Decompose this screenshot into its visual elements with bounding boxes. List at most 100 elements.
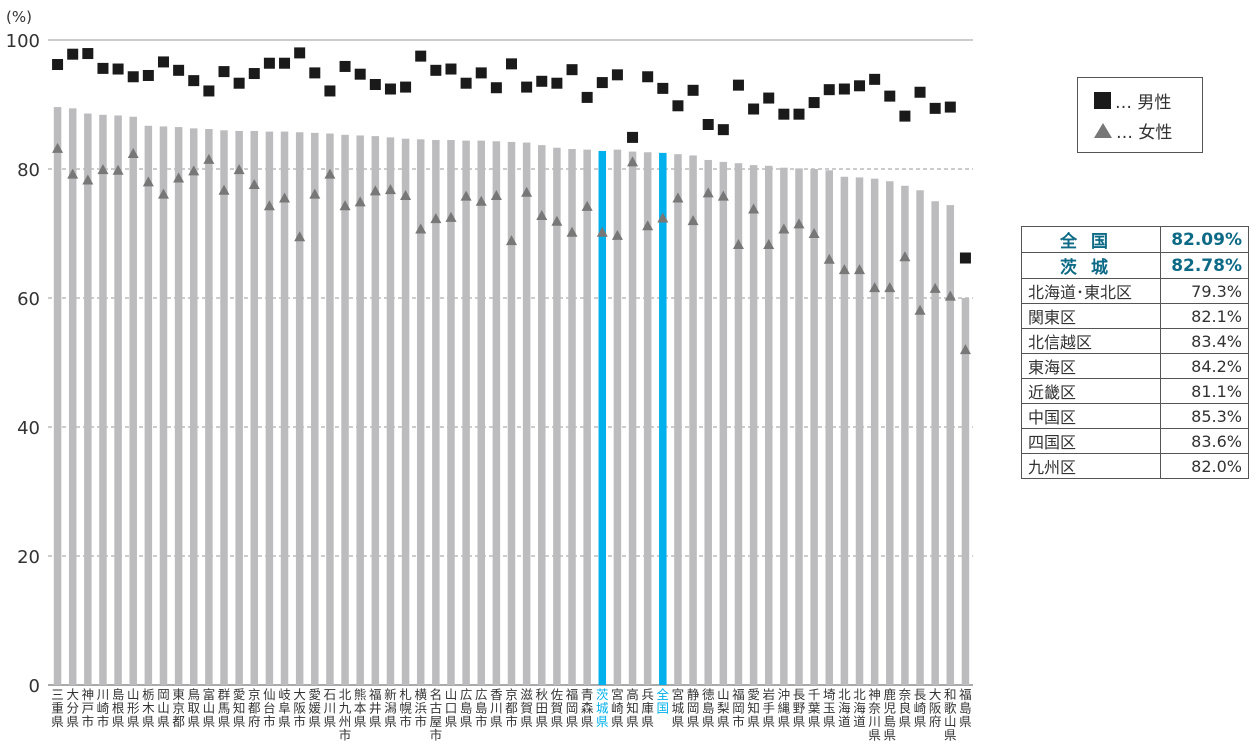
male-marker: [400, 81, 412, 93]
x-tick-label: 鹿児島県: [884, 687, 897, 743]
summary-region: 近畿区: [1021, 378, 1161, 404]
female-marker: [218, 184, 230, 195]
y-tick-label: 40: [17, 418, 40, 439]
female-marker: [869, 282, 881, 293]
bar: [144, 125, 153, 685]
x-tick-label: 大阪市: [293, 687, 306, 729]
x-tick-label: 名古屋市: [430, 687, 443, 743]
female-marker: [294, 231, 306, 242]
x-tick-label: 神戸市: [82, 687, 95, 729]
summary-row: 茨城 82.78%: [1021, 252, 1249, 279]
x-tick-label: 愛知県: [233, 687, 246, 729]
x-tick-label: 三重県: [51, 687, 64, 729]
bar-chart: (%) 0 20 40 60 80 100 三重県大分県神戸市川崎市島根県山形県栃木県岡山県東…: [6, 8, 973, 743]
summary-value: 82.1%: [1160, 303, 1249, 329]
bar: [386, 137, 395, 685]
bar: [205, 129, 213, 685]
male-marker: [627, 131, 639, 143]
x-tick-label: 石川県: [324, 687, 337, 729]
summary-row: 九州区 82.0%: [1021, 453, 1249, 479]
female-marker: [914, 304, 926, 315]
male-marker: [490, 82, 502, 94]
summary-value: 79.3%: [1160, 278, 1249, 304]
x-tick-label: 鳥取県: [187, 687, 200, 729]
summary-row: 全国 82.09%: [1021, 226, 1249, 253]
male-marker: [233, 77, 245, 89]
male-marker: [475, 67, 487, 79]
y-tick-label: 20: [17, 547, 40, 568]
x-tick-label: 茨城県: [596, 687, 609, 729]
x-tick-label: 佐賀県: [551, 687, 564, 729]
male-marker: [672, 100, 684, 112]
female-marker: [369, 185, 381, 196]
male-marker: [309, 67, 321, 79]
x-tick-label: 富山県: [203, 687, 216, 729]
x-tick-label: 山梨県: [717, 687, 730, 729]
female-marker: [672, 192, 684, 203]
x-tick-label: 青森県: [581, 687, 594, 729]
bar: [870, 178, 879, 686]
female-marker: [490, 189, 502, 200]
male-marker: [551, 77, 563, 89]
bar: [946, 205, 955, 685]
legend-male: … 男性: [1094, 87, 1171, 113]
bar: [159, 126, 168, 686]
summary-value: 82.78%: [1160, 252, 1249, 279]
bar: [280, 131, 289, 686]
y-tick-label: 80: [17, 160, 40, 181]
male-marker: [67, 48, 79, 60]
x-tick-label: 沖縄県: [778, 687, 791, 729]
x-tick-label: 群馬県: [218, 687, 231, 729]
male-marker: [324, 85, 336, 97]
bar: [825, 170, 834, 686]
x-tick-label: 長野県: [793, 687, 806, 729]
bar: [659, 152, 667, 685]
male-marker: [793, 108, 805, 120]
x-tick-label: 京都府: [248, 687, 261, 729]
x-tick-label: 愛知県: [747, 687, 760, 729]
female-marker: [173, 172, 185, 183]
bar: [189, 128, 198, 686]
male-marker: [173, 64, 185, 76]
bar: [295, 132, 304, 686]
summary-region: 茨城: [1021, 252, 1161, 279]
male-marker: [279, 57, 291, 69]
y-tick-label: 60: [17, 289, 40, 310]
x-tick-label: 北九州市: [339, 687, 352, 743]
female-marker: [400, 189, 412, 200]
male-marker: [506, 58, 517, 70]
x-tick-label: 熊本県: [354, 687, 367, 729]
male-marker: [127, 71, 139, 83]
female-marker: [642, 220, 654, 231]
bar: [674, 154, 682, 686]
x-tick-label: 和歌山県: [944, 687, 957, 743]
bar: [53, 107, 62, 685]
x-tick-label: 福岡市: [732, 687, 745, 729]
bar: [99, 114, 107, 685]
x-tick-label: 東京都: [172, 687, 185, 729]
male-marker: [384, 83, 396, 95]
male-marker: [97, 62, 109, 74]
bar: [553, 147, 561, 686]
female-marker: [929, 282, 941, 293]
male-marker: [248, 68, 260, 80]
summary-value: 81.1%: [1160, 378, 1249, 404]
female-marker: [279, 192, 291, 203]
x-tick-label: 栃木県: [142, 687, 155, 729]
male-marker: [778, 108, 790, 120]
x-tick-label: 香川県: [490, 687, 503, 729]
bar: [522, 142, 531, 685]
female-marker: [430, 213, 442, 224]
summary-value: 82.0%: [1160, 453, 1249, 479]
x-tick-label: 徳島県: [702, 687, 715, 729]
female-marker: [536, 209, 548, 220]
x-tick-label: 全国: [657, 687, 670, 716]
summary-value: 85.3%: [1160, 403, 1249, 429]
male-marker: [929, 102, 941, 114]
female-marker: [854, 264, 866, 275]
bar: [114, 115, 122, 686]
male-marker: [642, 71, 654, 83]
male-marker: [596, 77, 608, 89]
summary-row: 近畿区 81.1%: [1021, 378, 1249, 404]
male-marker: [521, 81, 533, 93]
